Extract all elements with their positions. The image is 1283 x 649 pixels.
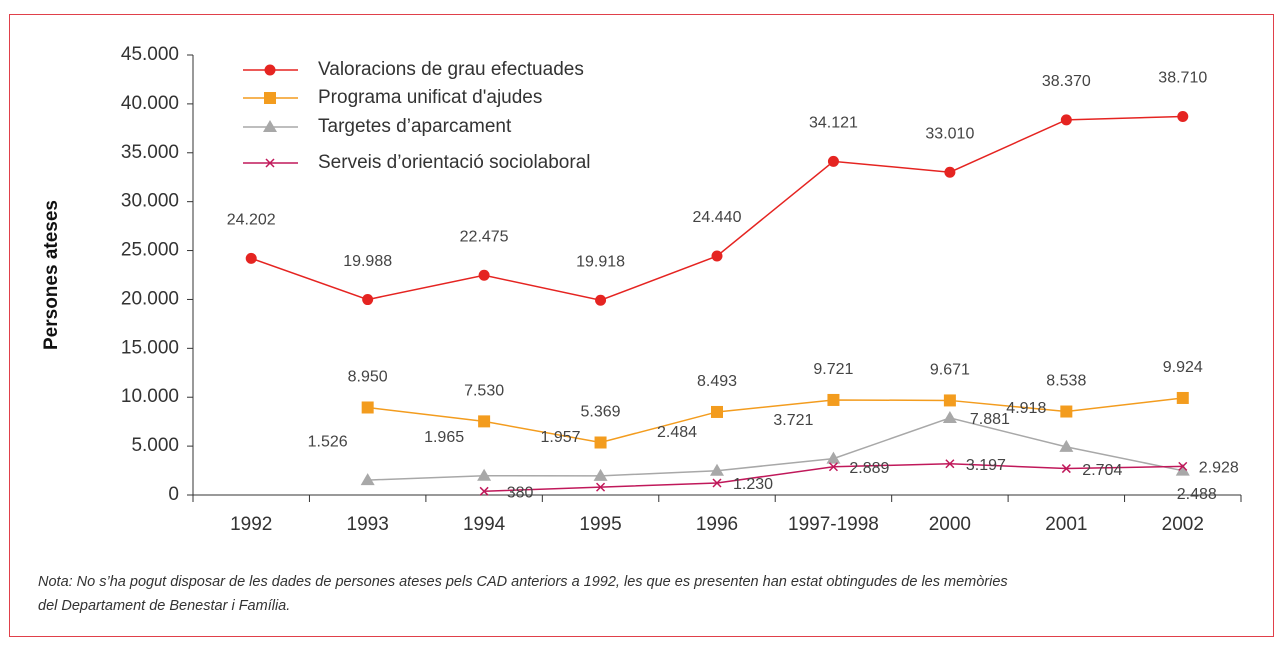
data-label: 8.950 bbox=[348, 369, 388, 386]
data-label: 2.484 bbox=[657, 424, 697, 441]
y-tick-label: 25.000 bbox=[121, 240, 179, 261]
y-tick-label: 35.000 bbox=[121, 142, 179, 163]
series-line bbox=[367, 417, 1183, 481]
marker bbox=[360, 473, 375, 486]
marker bbox=[942, 410, 957, 423]
data-label: 24.202 bbox=[227, 212, 276, 229]
data-label: 19.918 bbox=[576, 253, 625, 270]
legend-label: Programa unificat d'ajudes bbox=[318, 87, 542, 108]
marker bbox=[478, 415, 491, 428]
legend-label: Serveis d’orientació sociolaboral bbox=[318, 152, 590, 173]
frame bbox=[9, 14, 1274, 637]
marker bbox=[1177, 111, 1189, 123]
y-tick-label: 20.000 bbox=[121, 288, 179, 309]
data-label: 1.965 bbox=[424, 429, 464, 446]
marker bbox=[593, 468, 608, 481]
marker bbox=[477, 468, 492, 481]
marker bbox=[710, 463, 724, 476]
note: Nota: No s’ha pogut disposar de les dade… bbox=[38, 574, 1008, 590]
data-label: 7.530 bbox=[464, 383, 504, 400]
data-label: 2.889 bbox=[849, 460, 889, 477]
x-tick-label: 1996 bbox=[696, 514, 738, 535]
data-label: 38.370 bbox=[1042, 73, 1091, 90]
marker bbox=[826, 451, 841, 464]
marker bbox=[362, 294, 374, 306]
marker bbox=[594, 436, 607, 449]
marker bbox=[596, 482, 606, 492]
data-label: 3.197 bbox=[966, 457, 1006, 474]
x-tick-label: 2001 bbox=[1045, 514, 1087, 535]
marker bbox=[828, 462, 838, 472]
series-line bbox=[367, 397, 1183, 444]
marker bbox=[1060, 114, 1072, 126]
legend-marker bbox=[263, 120, 277, 132]
x-tick-label: 1992 bbox=[230, 514, 272, 535]
data-label: 9.671 bbox=[930, 362, 970, 379]
legend-label: Valoracions de grau efectuades bbox=[318, 59, 584, 80]
x-tick-label: 1995 bbox=[579, 514, 621, 535]
marker bbox=[711, 250, 723, 262]
data-label: 8.538 bbox=[1046, 373, 1086, 390]
marker bbox=[1175, 463, 1190, 476]
data-label: 5.369 bbox=[581, 404, 621, 421]
marker bbox=[711, 405, 723, 418]
marker bbox=[945, 459, 955, 469]
data-label: 9.924 bbox=[1163, 359, 1203, 376]
data-label: 9.721 bbox=[813, 361, 853, 378]
data-label: 1.230 bbox=[733, 476, 773, 493]
legend-marker bbox=[265, 158, 275, 168]
note: del Departament de Benestar i Família. bbox=[38, 598, 290, 614]
data-label: 34.121 bbox=[809, 115, 858, 132]
data-label: 2.488 bbox=[1177, 486, 1217, 503]
marker bbox=[944, 166, 956, 178]
data-label: 1.957 bbox=[541, 429, 581, 446]
marker bbox=[1176, 391, 1189, 404]
legend-marker bbox=[264, 64, 276, 76]
marker bbox=[827, 393, 840, 406]
data-label: 33.010 bbox=[925, 125, 974, 142]
data-label: 1.526 bbox=[308, 433, 348, 450]
y-tick-label: 0 bbox=[168, 484, 179, 505]
data-label: 7.881 bbox=[970, 411, 1010, 428]
series-line bbox=[484, 462, 1183, 493]
marker bbox=[478, 269, 490, 281]
marker bbox=[361, 401, 374, 414]
data-label: 19.988 bbox=[343, 253, 392, 270]
data-label: 24.440 bbox=[693, 209, 742, 226]
marker bbox=[1060, 405, 1073, 418]
y-tick-label: 45.000 bbox=[121, 44, 179, 65]
data-label: 2.704 bbox=[1082, 462, 1122, 479]
data-label: 380 bbox=[507, 485, 534, 502]
data-label: 38.710 bbox=[1158, 70, 1207, 87]
legend-label: Targetes d’aparcament bbox=[318, 116, 512, 137]
marker bbox=[1061, 464, 1071, 474]
data-label: 2.928 bbox=[1199, 460, 1239, 477]
y-tick-label: 10.000 bbox=[121, 386, 179, 407]
y-tick-label: 15.000 bbox=[121, 337, 179, 358]
y-axis-title: Persones ateses bbox=[41, 200, 62, 350]
data-label: 8.493 bbox=[697, 373, 737, 390]
marker bbox=[1178, 461, 1188, 471]
marker bbox=[595, 294, 607, 306]
x-tick-label: 1993 bbox=[347, 514, 389, 535]
x-tick-label: 2000 bbox=[929, 514, 971, 535]
marker bbox=[827, 155, 839, 167]
marker bbox=[712, 478, 722, 488]
marker bbox=[479, 486, 489, 496]
x-tick-label: 2002 bbox=[1162, 514, 1204, 535]
y-tick-label: 5.000 bbox=[131, 435, 179, 456]
marker bbox=[1059, 439, 1074, 452]
y-tick-label: 30.000 bbox=[121, 191, 179, 212]
x-tick-label: 1997-1998 bbox=[788, 514, 879, 535]
marker bbox=[245, 252, 257, 264]
data-label: 22.475 bbox=[460, 228, 509, 245]
data-label: 3.721 bbox=[773, 412, 813, 429]
marker bbox=[943, 394, 956, 407]
legend-marker bbox=[264, 92, 276, 104]
y-tick-label: 40.000 bbox=[121, 93, 179, 114]
data-label: 4.918 bbox=[1006, 400, 1046, 417]
x-tick-label: 1994 bbox=[463, 514, 506, 535]
